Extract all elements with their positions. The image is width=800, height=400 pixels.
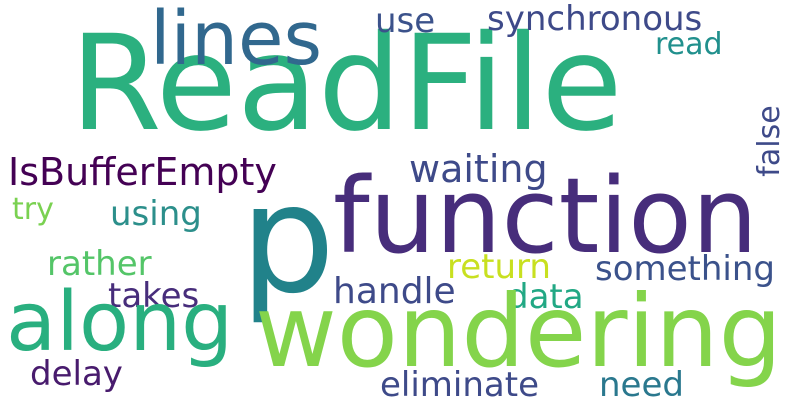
word-readfile: ReadFile bbox=[70, 7, 623, 161]
word-return: return bbox=[447, 247, 551, 287]
word-read: read bbox=[655, 27, 723, 62]
word-p: p bbox=[240, 153, 336, 327]
word-use: use bbox=[375, 1, 436, 41]
word-lines: lines bbox=[150, 0, 323, 82]
word-delay: delay bbox=[30, 354, 123, 394]
word-handle: handle bbox=[333, 271, 456, 312]
word-isbufferempty: IsBufferEmpty bbox=[8, 150, 277, 194]
word-using: using bbox=[110, 194, 202, 234]
word-false: false bbox=[752, 105, 787, 177]
word-need: need bbox=[599, 365, 684, 400]
word-along: along bbox=[6, 275, 234, 370]
word-data: data bbox=[507, 277, 584, 317]
word-something: something bbox=[595, 249, 776, 289]
word-rather: rather bbox=[47, 244, 152, 284]
word-synchronous: synchronous bbox=[487, 0, 703, 39]
word-wondering: wondering bbox=[255, 273, 783, 390]
word-waiting: waiting bbox=[409, 147, 548, 191]
word-eliminate: eliminate bbox=[380, 365, 540, 400]
word-try: try bbox=[12, 192, 54, 227]
word-takes: takes bbox=[108, 276, 200, 316]
word-function: function bbox=[333, 155, 758, 277]
